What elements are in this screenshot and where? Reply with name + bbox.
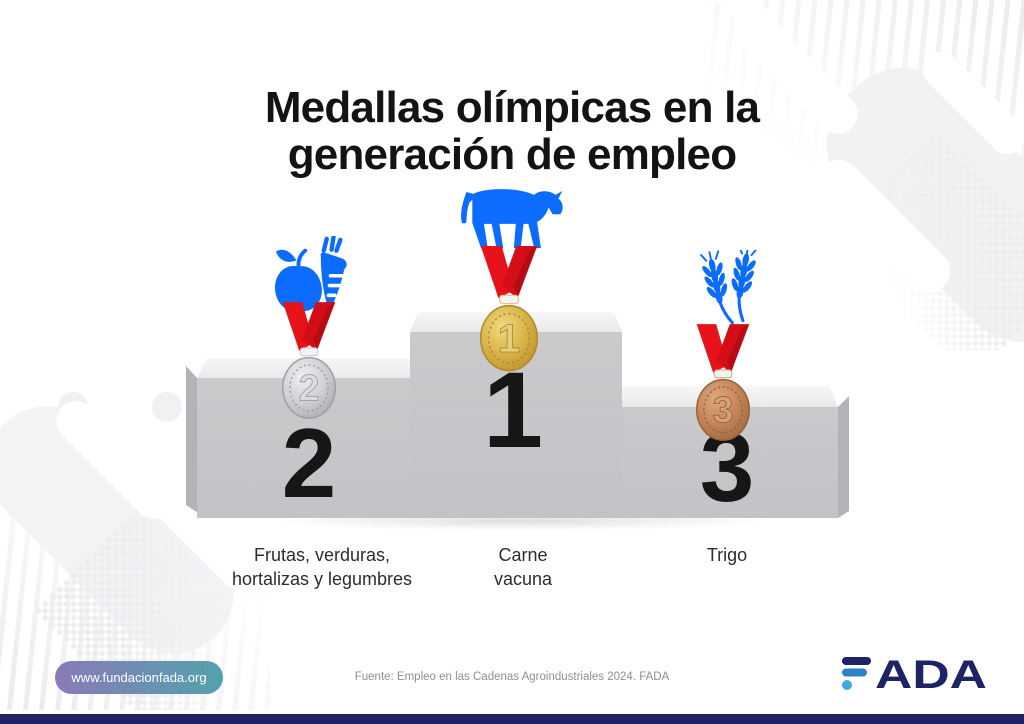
- fruits-vegetables-icon: [272, 234, 358, 321]
- podium-3-side: [838, 396, 849, 518]
- title-line-2: generación de empleo: [287, 130, 737, 180]
- podium-rank-2: 2: [281, 408, 337, 518]
- title-line-1: Medallas olímpicas en la: [264, 83, 760, 133]
- source-text: Fuente: Empleo en las Cadenas Agroindust…: [354, 671, 670, 683]
- bronze-medal: 3: [684, 324, 762, 452]
- fada-logo-text: ADA: [875, 653, 987, 696]
- gold-medal-number: 1: [498, 317, 520, 361]
- category-label-wheat: Trigo: [706, 545, 748, 565]
- fada-logo-f-top-bar: [842, 657, 871, 665]
- silver-medal: 2: [270, 302, 348, 430]
- page-title: Medallas olímpicas en la generación de e…: [0, 85, 1024, 178]
- cow-icon: [452, 188, 568, 259]
- fada-logo-f-mid-bar: [842, 668, 867, 677]
- fada-logo-f-dot: [842, 680, 852, 690]
- bronze-medal-number: 3: [713, 389, 734, 431]
- podium-rank-1: 1: [482, 349, 544, 470]
- gold-medal: 1: [467, 246, 551, 383]
- category-label-fruits: Frutas, verduras, hortalizas y legumbres: [231, 545, 413, 590]
- podium-2-side: [186, 366, 197, 512]
- silver-medal-number: 2: [299, 367, 320, 409]
- category-label-beef: Carne vacuna: [493, 545, 553, 590]
- bottom-accent-bar: [0, 714, 1024, 724]
- website-link[interactable]: www.fundacionfada.org: [55, 661, 223, 694]
- wheat-icon: [696, 243, 762, 333]
- fada-logo: ADA: [842, 652, 988, 701]
